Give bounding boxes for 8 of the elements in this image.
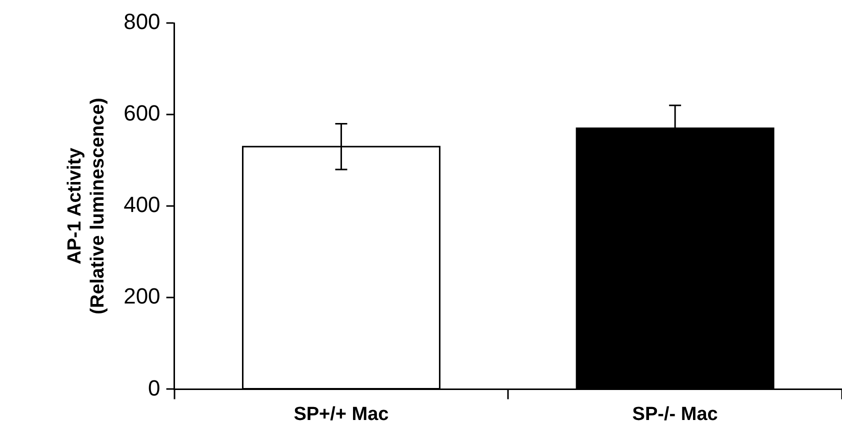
y-tick-label: 600: [124, 100, 160, 126]
y-tick-label: 0: [148, 375, 160, 400]
y-tick-label: 800: [124, 9, 160, 34]
y-axis-title: AP-1 Activity (Relative luminescence): [64, 98, 108, 314]
y-tick-label: 400: [124, 192, 160, 218]
x-tick-label: SP+/+ Mac: [294, 404, 390, 425]
y-tick-label: 200: [124, 284, 160, 309]
x-tick-label: SP-/- Mac: [632, 404, 718, 425]
